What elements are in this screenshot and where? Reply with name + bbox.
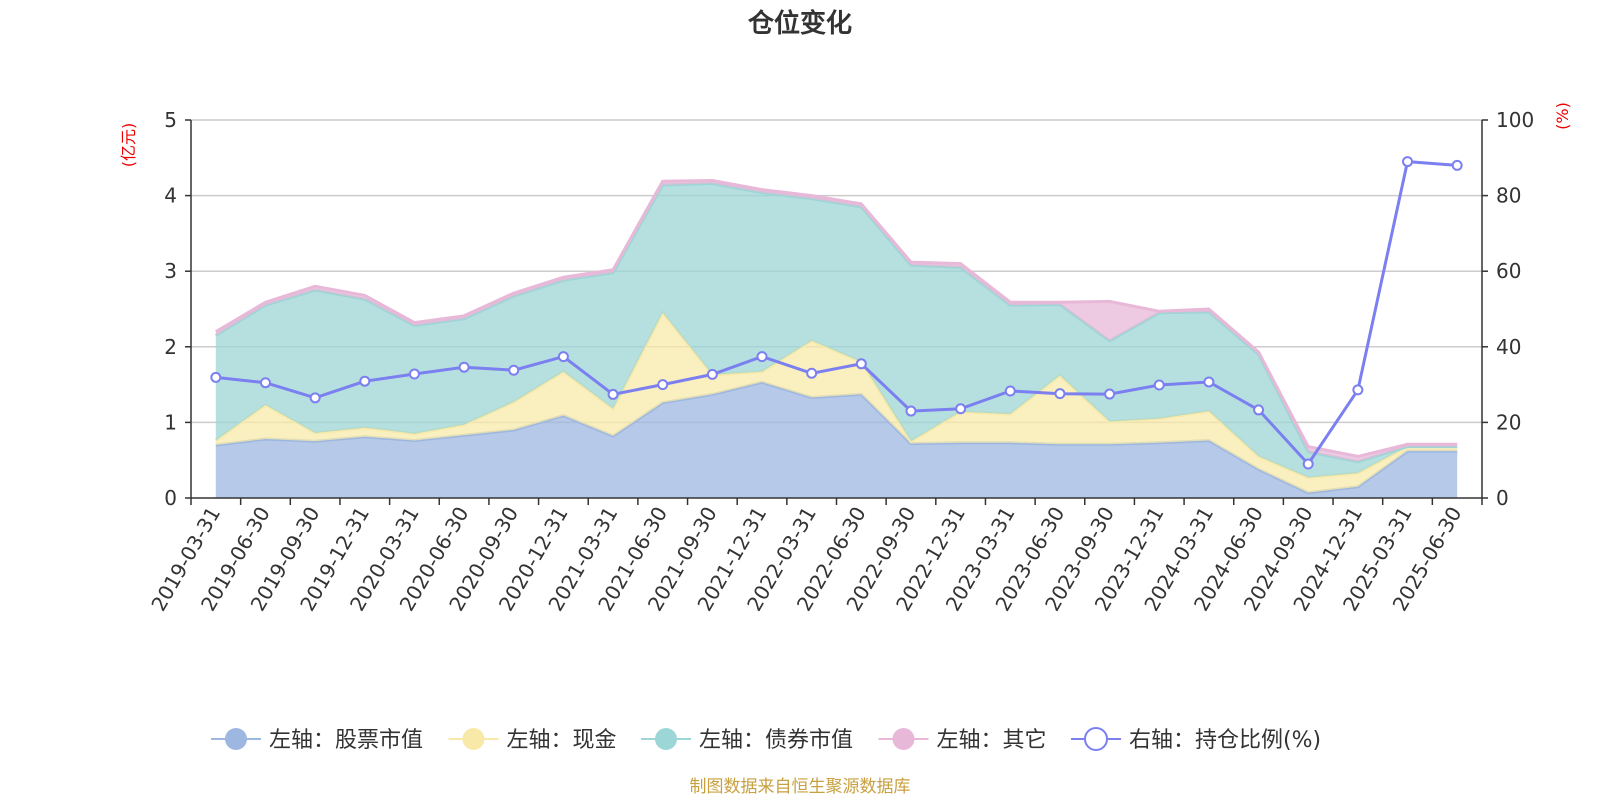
left-axis-tick-label: 4: [164, 184, 177, 208]
ratio-point: [706, 368, 718, 380]
legend-symbol: [1084, 727, 1108, 751]
area-layer: [214, 178, 1458, 498]
legend: 左轴：股票市值 左轴：现金 左轴：债券市值 左轴：其它 右轴：持仓比例(%): [211, 727, 1321, 753]
ratio-point: [1054, 388, 1066, 400]
ratio-point: [210, 371, 222, 383]
left-axis-tick-label: 2: [164, 335, 177, 359]
left-axis-unit: (亿元): [119, 123, 138, 168]
ratio-point: [259, 377, 271, 389]
left-axis-tick-label: 3: [164, 259, 177, 283]
right-axis-unit: (%): [1553, 102, 1572, 130]
legend-label: 左轴：其它: [937, 728, 1047, 753]
ratio-point: [309, 392, 321, 404]
legend-symbol: [655, 728, 677, 750]
ratio-point: [359, 375, 371, 387]
ratio-point: [508, 364, 520, 376]
ratio-point: [905, 405, 917, 417]
ratio-point: [607, 388, 619, 400]
ratio-line-layer: [210, 156, 1463, 470]
ratio-point: [1104, 388, 1116, 400]
ratio-point: [756, 351, 768, 363]
ratio-point: [1302, 458, 1314, 470]
area-series-2: [215, 183, 1458, 478]
ratio-point: [1153, 379, 1165, 391]
ratio-line: [215, 160, 1458, 467]
ratio-point: [1352, 384, 1364, 396]
right-axis-tick-label: 0: [1496, 486, 1509, 510]
ratio-point: [1004, 385, 1016, 397]
left-axis-tick-label: 1: [164, 410, 177, 434]
ratio-point: [657, 379, 669, 391]
chart-title: 仓位变化: [747, 8, 852, 39]
ratio-point: [408, 368, 420, 380]
source-note: 制图数据来自恒生聚源数据库: [690, 777, 911, 797]
legend-label: 右轴：持仓比例(%): [1129, 728, 1321, 753]
ratio-point: [955, 403, 967, 415]
right-axis-tick-label: 40: [1496, 335, 1521, 359]
ratio-point: [1402, 156, 1414, 168]
right-axis-tick-label: 100: [1496, 108, 1534, 132]
ratio-point: [458, 361, 470, 373]
ratio-point: [557, 351, 569, 363]
legend-symbol: [892, 728, 915, 750]
legend-label: 左轴：股票市值: [269, 728, 423, 753]
ratio-point: [855, 358, 867, 370]
right-axis-tick-label: 20: [1496, 410, 1521, 434]
left-axis-tick-label: 0: [164, 486, 177, 510]
legend-symbol: [462, 728, 485, 750]
ratio-point: [806, 367, 818, 379]
area-series-0: [215, 382, 1458, 498]
ratio-point: [1203, 376, 1215, 388]
right-axis-tick-label: 60: [1496, 259, 1521, 283]
right-axis-tick-label: 80: [1496, 184, 1521, 208]
legend-label: 左轴：债券市值: [699, 728, 853, 753]
legend-label: 左轴：现金: [507, 728, 617, 753]
ratio-point: [1253, 404, 1265, 416]
area-series-top-3: [215, 178, 1458, 458]
left-axis-tick-label: 5: [164, 108, 177, 132]
ratio-point: [1451, 159, 1463, 171]
legend-symbol: [225, 728, 247, 750]
